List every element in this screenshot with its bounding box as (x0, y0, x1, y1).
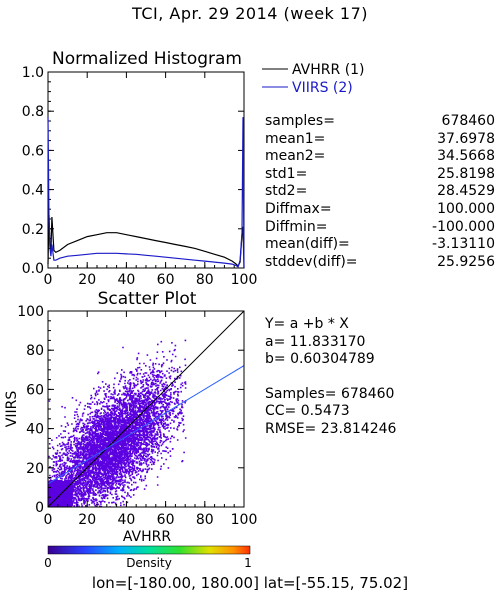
page-title: TCI, Apr. 29 2014 (week 17) (132, 4, 368, 23)
x-tick-label: 0 (44, 512, 53, 528)
stat-label: mean(diff)= (265, 236, 350, 253)
stat-row: stddev(diff)= 25.9256 (265, 254, 495, 271)
y-tick-label: 40 (26, 422, 44, 438)
stat-value: 28.4529 (437, 183, 495, 200)
scatter-axes: 0 20 40 60 80 100 0 20 40 60 80 100 (17, 304, 257, 528)
series-line-avhrr (47, 215, 245, 269)
stat-label: samples= (265, 113, 335, 129)
regression-info: Y= a +b * X a= 11.833170 b= 0.60304789 S… (265, 316, 396, 438)
stat-row: Diffmax= 100.000 (265, 201, 495, 218)
footer-coordinates: lon=[-180.00, 180.00] lat=[-55.15, 75.02… (91, 574, 409, 592)
scatter-lines (48, 311, 244, 507)
regression-b: b= 0.60304789 (265, 351, 375, 367)
y-tick-label: 0.2 (22, 222, 44, 238)
regression-line (48, 365, 244, 485)
stat-label: std2= (265, 183, 308, 200)
y-tick-label: 0.6 (22, 143, 44, 159)
x-tick-label: 40 (117, 272, 135, 288)
x-tick-label: 0 (44, 272, 53, 288)
x-tick-label: 60 (157, 272, 175, 288)
histogram-series (47, 117, 245, 269)
stat-row: mean(diff)= -3.13110 (265, 236, 495, 253)
stat-label: mean1= (265, 130, 326, 147)
regression-samples: Samples= 678460 (265, 385, 395, 402)
scatter-points (48, 339, 187, 507)
scatter-title: Scatter Plot (98, 289, 197, 309)
scatter-ylabel: VIIRS (4, 391, 20, 428)
scatter-point-cloud (48, 339, 187, 507)
regression-a: a= 11.833170 (265, 333, 366, 350)
x-tick-label: 20 (78, 512, 96, 528)
colorbar-label: Density (126, 556, 172, 570)
stat-label: Diffmax= (265, 201, 332, 217)
stat-row: mean2= 34.5668 (265, 148, 495, 165)
stat-label: Diffmin= (265, 218, 328, 235)
histogram-chart: Normalized Histogram 0 20 40 60 80 1000.00.20… (22, 49, 365, 288)
reference-line (48, 311, 244, 507)
regression-spacer (265, 369, 396, 386)
y-tick-label: 20 (26, 461, 44, 477)
stat-value: 34.5668 (437, 148, 495, 165)
colorbar: 0 Density 1 (44, 545, 252, 570)
regression-rmse: RMSE= 23.814246 (265, 420, 397, 437)
stat-value: 25.8198 (437, 165, 495, 182)
x-tick-label: 40 (117, 512, 135, 528)
stat-value: -100.000 (432, 218, 495, 235)
y-tick-label: 80 (26, 343, 44, 359)
y-tick-label: 0.4 (22, 183, 44, 199)
y-tick-label: 0.0 (22, 261, 44, 277)
stat-value: 25.9256 (437, 253, 495, 270)
y-tick-label: 0 (35, 500, 44, 516)
y-tick-label: 0.8 (22, 104, 44, 120)
series-line-viirs (47, 117, 245, 269)
histogram-title: Normalized Histogram (52, 49, 242, 69)
stat-value: 37.6978 (437, 130, 495, 147)
scatter-chart: Scatter Plot 0 20 40 60 80 100 0 20 40 60 80 100 AV… (4, 289, 257, 545)
stat-row: mean1= 37.6978 (265, 131, 495, 148)
x-tick-label: 100 (231, 512, 258, 528)
stat-value: 678460 (441, 113, 495, 129)
histogram-axes: 0 20 40 60 80 100 0.0 0.2 0.4 0.6 0.8 1.0 (22, 65, 258, 288)
x-tick-label: 60 (157, 512, 175, 528)
y-tick-label: 1.0 (22, 65, 44, 81)
regression-cc: CC= 0.5473 (265, 403, 350, 419)
y-tick-label: 100 (17, 304, 44, 320)
stat-label: std1= (265, 165, 308, 182)
stat-row: std1= 25.8198 (265, 166, 495, 183)
x-tick-label: 100 (231, 272, 258, 288)
colorbar-max-label: 1 (244, 556, 252, 570)
stat-label: mean2= (265, 148, 326, 165)
legend-label-viirs: VIIRS (2) (292, 80, 353, 96)
legend-label-avhrr: AVHRR (1) (292, 62, 365, 78)
stat-value: -3.13110 (432, 236, 495, 253)
stat-label: stddev(diff)= (265, 253, 358, 270)
scatter-xlabel: AVHRR (123, 529, 172, 545)
colorbar-min-label: 0 (44, 556, 52, 570)
x-tick-label: 80 (196, 272, 214, 288)
stat-row: samples= 678460 (265, 113, 495, 130)
colorbar-gradient (47, 545, 251, 555)
stat-row: std2= 28.4529 (265, 183, 495, 200)
x-tick-label: 80 (196, 512, 214, 528)
y-tick-label: 60 (26, 382, 44, 398)
x-tick-label: 20 (78, 272, 96, 288)
regression-equation: Y= a +b * X (265, 316, 349, 332)
stat-value: 100.000 (437, 201, 495, 217)
stat-row: Diffmin= -100.000 (265, 219, 495, 236)
